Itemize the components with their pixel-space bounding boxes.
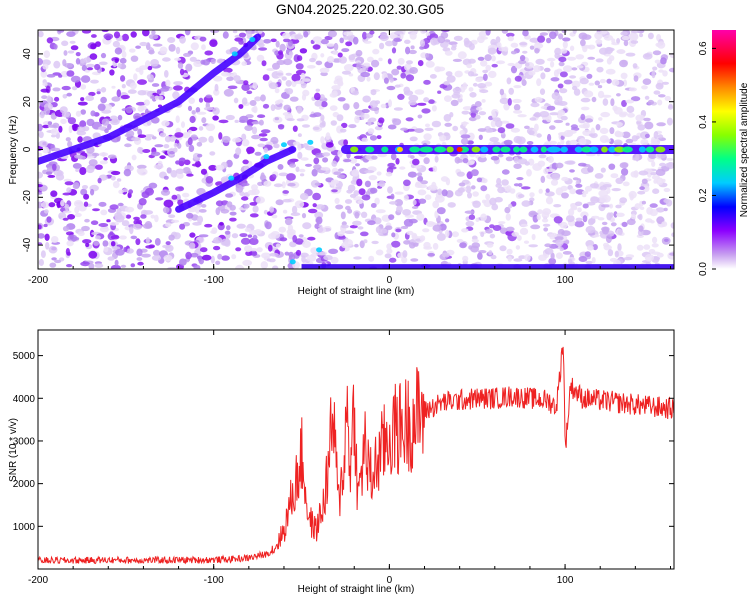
colorbar-tick-label: 0.2 [698, 188, 709, 202]
spectrogram-x-tick-label: 100 [557, 275, 574, 286]
spectrogram-x-ticks: -200 -100 0 100 [28, 30, 671, 286]
colorbar-label: Normalized spectral amplitude [739, 82, 750, 217]
snr-y-tick-label: 4000 [13, 394, 36, 405]
snr-x-tick-label: -200 [28, 575, 48, 586]
snr-frame [37, 329, 675, 570]
snr-x-ticks: -200 -100 0 100 [28, 330, 671, 586]
snr-y-ticks: 1000 2000 3000 4000 5000 [13, 351, 674, 533]
colorbar-tick-label: 0.0 [698, 262, 709, 276]
spectrogram-ridge [38, 33, 262, 165]
spectrogram-y-ticks: -40 -20 0 20 40 [22, 48, 674, 252]
figure-title: GN04.2025.220.02.30.G05 [276, 1, 444, 17]
snr-x-tick-label: -100 [204, 575, 224, 586]
spectrogram-noise [38, 30, 674, 269]
snr-series-line [38, 346, 674, 565]
snr-y-tick-label: 3000 [13, 436, 36, 447]
colorbar-tick-label: 0.6 [698, 41, 709, 55]
spectrogram-y-tick-label: 20 [22, 96, 33, 108]
spectrogram-y-tick-label: -20 [22, 190, 33, 205]
spectrogram-y-tick-label: 0 [22, 146, 33, 152]
spectrogram-y-axis-label: Frequency (Hz) [8, 116, 19, 185]
spectrogram-y-tick-label: -40 [22, 237, 33, 252]
spectrogram-ridge [175, 146, 297, 213]
colorbar [712, 30, 736, 269]
colorbar-ticks: 0.0 0.2 0.4 0.6 [698, 41, 716, 276]
spectrogram-x-tick-label: -200 [28, 275, 48, 286]
snr-y-tick-label: 5000 [13, 351, 36, 362]
spectrogram-x-axis-label: Height of straight line (km) [298, 286, 415, 297]
snr-panel: -200 -100 0 100 1000 2000 3000 4000 5000 Height… [8, 329, 675, 595]
spectrogram-y-tick-label: 40 [22, 48, 33, 60]
spectrogram-x-tick-label: -100 [204, 275, 224, 286]
snr-x-tick-label: 100 [557, 575, 574, 586]
spectrogram-ridges [38, 33, 674, 269]
spectrogram-x-tick-label: 0 [387, 275, 393, 286]
snr-y-axis-label: SNR (10 * v/v) [8, 418, 19, 482]
snr-y-tick-label: 1000 [13, 522, 36, 533]
snr-x-axis-label: Height of straight line (km) [298, 584, 415, 595]
snr-x-tick-label: 0 [387, 575, 393, 586]
snr-y-tick-label: 2000 [13, 479, 36, 490]
colorbar-tick-label: 0.4 [698, 115, 709, 129]
